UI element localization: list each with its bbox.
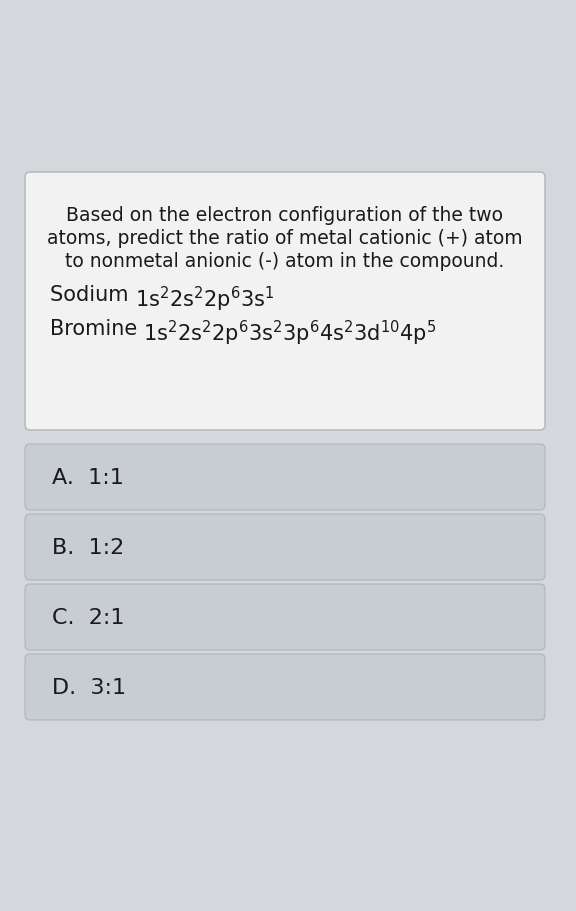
Text: to nonmetal anionic (-) atom in the compound.: to nonmetal anionic (-) atom in the comp… (65, 251, 505, 271)
Text: A.  1:1: A. 1:1 (52, 467, 124, 487)
Text: Sodium: Sodium (50, 284, 149, 304)
FancyBboxPatch shape (25, 584, 545, 650)
FancyBboxPatch shape (25, 654, 545, 721)
Text: B.  1:2: B. 1:2 (52, 537, 124, 558)
FancyBboxPatch shape (25, 445, 545, 510)
Text: Bromine: Bromine (50, 319, 150, 339)
Text: atoms, predict the ratio of metal cationic (+) atom: atoms, predict the ratio of metal cation… (47, 229, 523, 248)
FancyBboxPatch shape (25, 173, 545, 431)
Text: D.  3:1: D. 3:1 (52, 677, 126, 697)
Text: Based on the electron configuration of the two: Based on the electron configuration of t… (66, 206, 503, 225)
Text: $\mathregular{1s^22s^22p^63s^23p^64s^23d^{10}4p^5}$: $\mathregular{1s^22s^22p^63s^23p^64s^23d… (143, 319, 436, 348)
FancyBboxPatch shape (25, 515, 545, 580)
Text: $\mathregular{1s^22s^22p^63s^1}$: $\mathregular{1s^22s^22p^63s^1}$ (135, 284, 274, 314)
Text: C.  2:1: C. 2:1 (52, 608, 124, 628)
